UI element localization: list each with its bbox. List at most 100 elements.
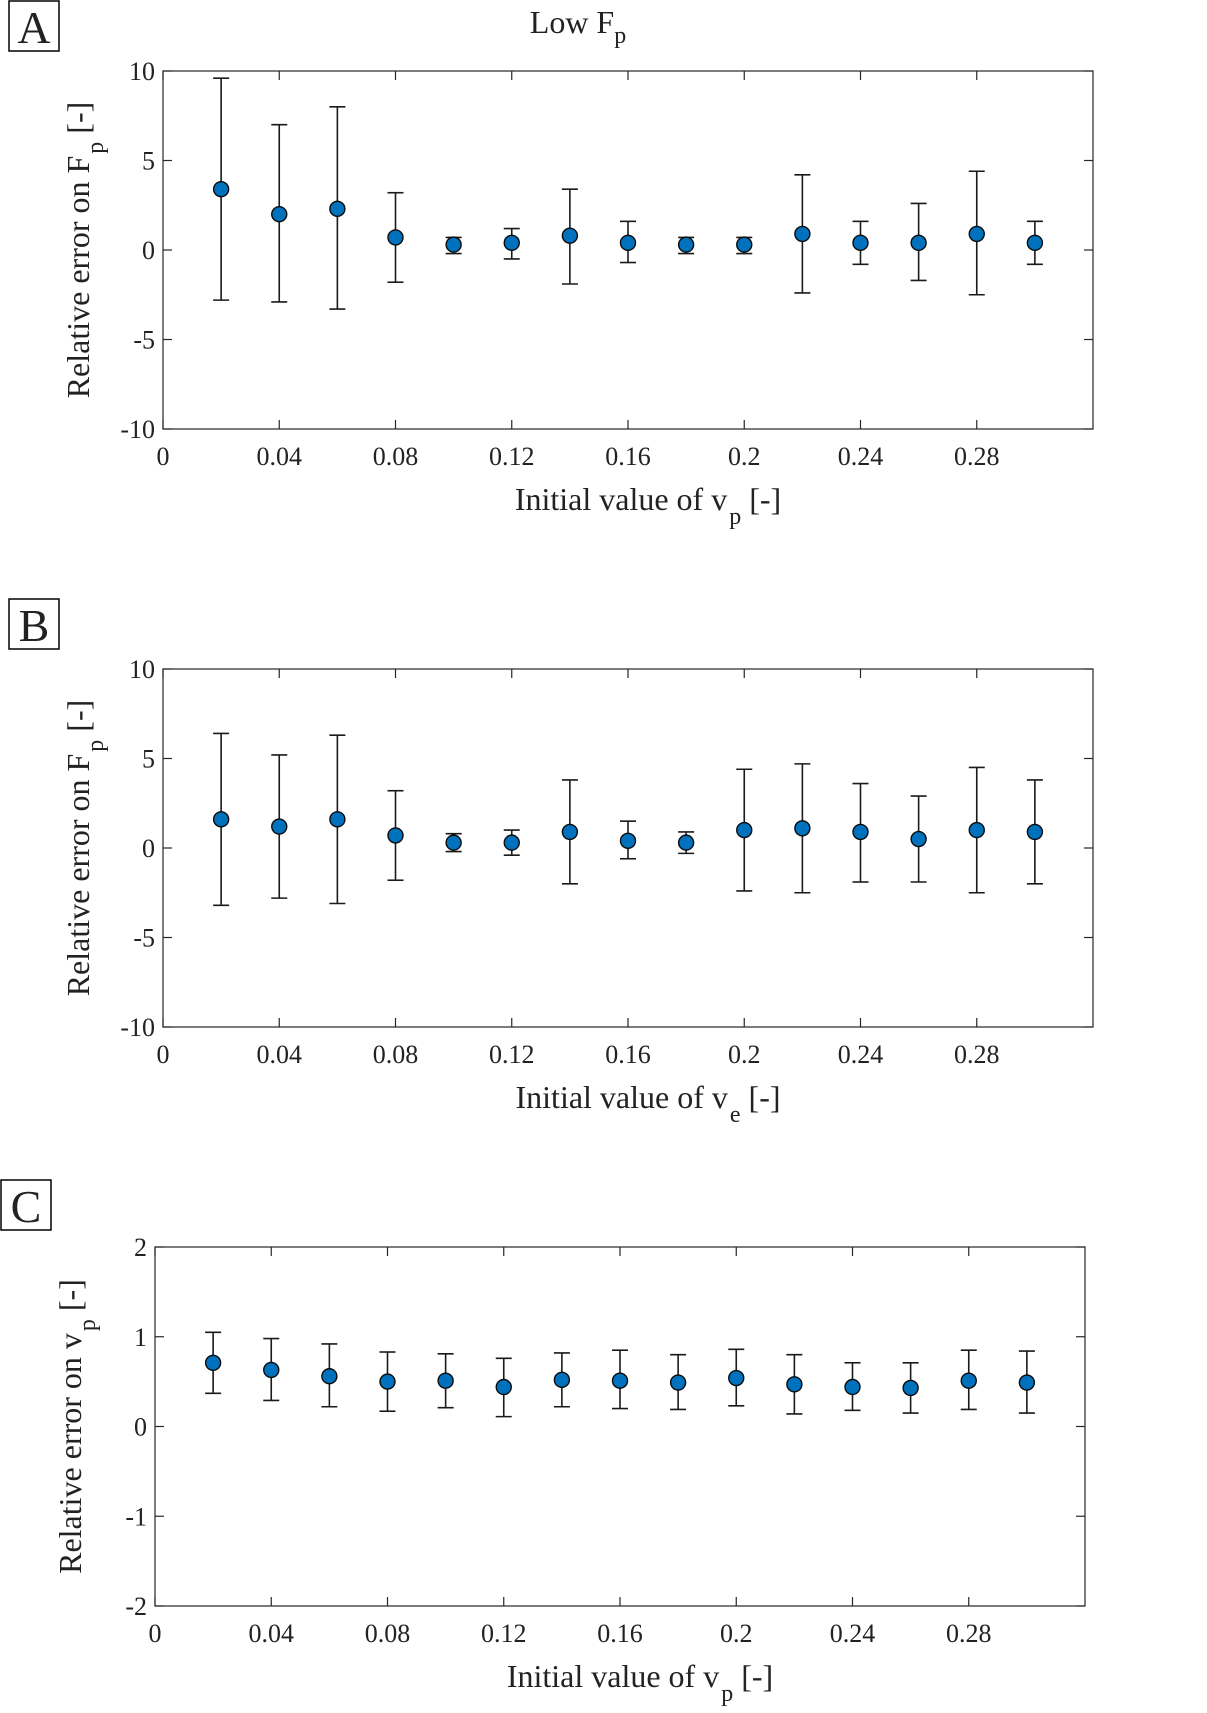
data-point [561, 823, 579, 841]
data-point [960, 1372, 977, 1389]
chart-panel-c: C -2 -1 0 1 2 0 0.04 0.08 0.12 0.16 0.2 0.24 0.28 Init… [0, 1179, 1086, 1707]
data-point [204, 1354, 222, 1371]
data-point [329, 200, 346, 218]
data-point [445, 236, 462, 253]
y-axis-label: Relative error on v p [-] [52, 1279, 101, 1574]
y-tick-label: -10 [120, 415, 155, 444]
x-axis-label-text: Initial value of v [516, 1079, 728, 1115]
data-point [379, 1373, 396, 1390]
x-tick-label: 0.24 [830, 1619, 876, 1648]
figure-title: Low Fp [530, 4, 626, 49]
x-tick-label: 0.2 [728, 1040, 761, 1069]
x-tick-label: 0.04 [257, 1040, 303, 1069]
x-tick-label: 0.28 [954, 1040, 1000, 1069]
y-tick-label: 5 [142, 745, 155, 774]
x-axis-label-sub: p [721, 1681, 733, 1707]
data-point [677, 834, 695, 851]
x-axis-label-unit: [-] [733, 1658, 773, 1694]
data-point [495, 1378, 512, 1396]
y-axis-label-text: Relative error on F [60, 754, 96, 997]
y-axis-label-unit: [-] [60, 700, 96, 740]
x-axis-label-unit: [-] [741, 1079, 781, 1115]
data-point [852, 234, 869, 252]
data-point [1018, 1374, 1036, 1391]
x-tick-label: 0.28 [954, 442, 1000, 471]
x-tick-label: 0 [157, 1040, 170, 1069]
data-point [669, 1374, 687, 1391]
x-axis-label: Initial value of ve [-] [516, 1079, 781, 1128]
data-point [387, 229, 404, 246]
x-axis-label-unit: [-] [741, 481, 781, 517]
y-axis-label-sub: p [83, 142, 109, 154]
x-tick-label: 0.08 [373, 1040, 419, 1069]
y-tick-label: 10 [129, 57, 155, 86]
plot-frame [154, 1246, 1086, 1607]
x-tick-label: 0.24 [838, 442, 884, 471]
y-tick-label: 1 [134, 1323, 147, 1352]
data-point [212, 180, 230, 198]
data-point [619, 832, 637, 850]
y-tick-label: 0 [142, 834, 155, 863]
y-axis-label-text: Relative error on v [52, 1333, 88, 1574]
data-point [852, 823, 869, 841]
figure-title-main: Low F [530, 4, 614, 40]
panel-letter-box [8, 598, 60, 650]
data-point [968, 225, 985, 243]
data-point [619, 234, 637, 252]
data-point [736, 236, 753, 253]
y-tick-label: -1 [125, 1502, 147, 1531]
y-axis-label: Relative error on F p [-] [60, 102, 109, 399]
data-point [910, 234, 927, 252]
data-point [271, 205, 288, 223]
y-tick-label: 0 [142, 236, 155, 265]
data-point [794, 225, 811, 243]
x-tick-label: 0 [149, 1619, 162, 1648]
panel-letter-box [0, 1179, 52, 1231]
x-axis-label-sub: e [730, 1102, 741, 1128]
x-tick-label: 0.16 [597, 1619, 643, 1648]
y-tick-label: 10 [129, 655, 155, 684]
y-tick-label: -2 [125, 1592, 147, 1621]
data-point [728, 1369, 745, 1387]
data-point [611, 1372, 629, 1389]
y-tick-label: -10 [120, 1013, 155, 1042]
data-point [844, 1378, 861, 1396]
data-point [437, 1372, 454, 1389]
figure-title-sub: p [614, 23, 626, 49]
x-axis-label: Initial value of vp [-] [515, 481, 781, 530]
x-tick-label: 0.28 [946, 1619, 992, 1648]
panel-letter: B [19, 600, 50, 651]
data-point [902, 1379, 919, 1397]
data-point [503, 834, 520, 851]
x-tick-label: 0.2 [720, 1619, 753, 1648]
data-point [786, 1376, 803, 1393]
data-point [271, 818, 288, 835]
x-axis-label-sub: p [729, 504, 741, 530]
data-point [968, 821, 985, 839]
x-tick-label: 0 [157, 442, 170, 471]
y-tick-label: -5 [133, 924, 155, 953]
x-tick-label: 0.12 [489, 1040, 535, 1069]
data-point [794, 820, 811, 837]
data-point [677, 236, 695, 253]
y-axis-label-unit: [-] [60, 102, 96, 142]
data-point [736, 821, 753, 839]
data-point [503, 234, 520, 252]
y-axis-label-unit: [-] [52, 1279, 88, 1319]
data-point [553, 1371, 571, 1389]
x-tick-label: 0.16 [605, 442, 651, 471]
y-tick-label: 2 [134, 1233, 147, 1262]
x-tick-label: 0.12 [489, 442, 535, 471]
data-point [561, 227, 579, 244]
panel-letter: C [11, 1181, 42, 1232]
y-axis-label-text: Relative error on F [60, 156, 96, 399]
data-point [329, 811, 346, 828]
y-axis-label: Relative error on F p [-] [60, 700, 109, 997]
x-tick-label: 0.04 [249, 1619, 295, 1648]
data-point [445, 834, 462, 851]
x-tick-label: 0.08 [373, 442, 419, 471]
x-tick-label: 0.16 [605, 1040, 651, 1069]
y-axis-label-sub: p [75, 1319, 101, 1331]
